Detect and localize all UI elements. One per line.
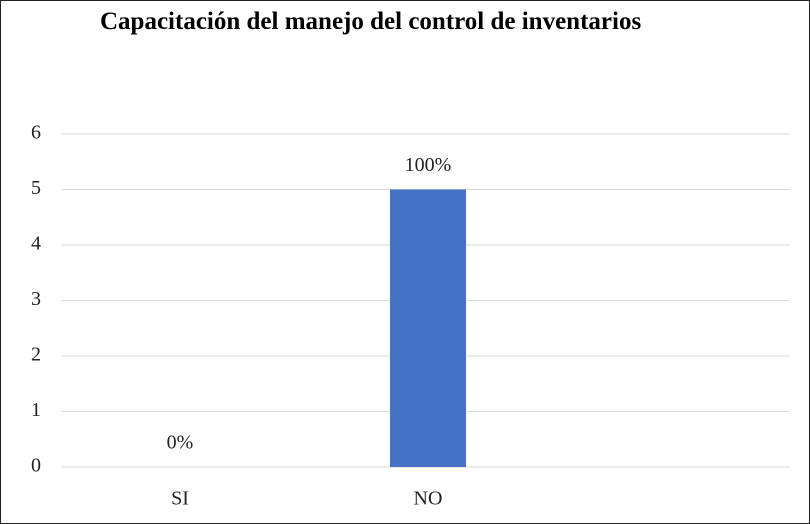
bar <box>390 189 466 467</box>
y-tick-label: 1 <box>31 399 41 421</box>
y-tick-label: 0 <box>31 455 41 477</box>
chart-title: Capacitación del manejo del control de i… <box>100 8 642 35</box>
data-label: 0% <box>167 432 194 454</box>
y-tick-label: 5 <box>31 177 41 199</box>
y-tick-label: 6 <box>31 122 41 144</box>
x-tick-label: NO <box>414 488 443 510</box>
y-tick-label: 3 <box>31 288 41 310</box>
x-tick-label: SI <box>171 488 189 510</box>
y-tick-label: 2 <box>31 344 41 366</box>
data-label: 100% <box>405 154 452 176</box>
y-tick-label: 4 <box>31 233 41 255</box>
